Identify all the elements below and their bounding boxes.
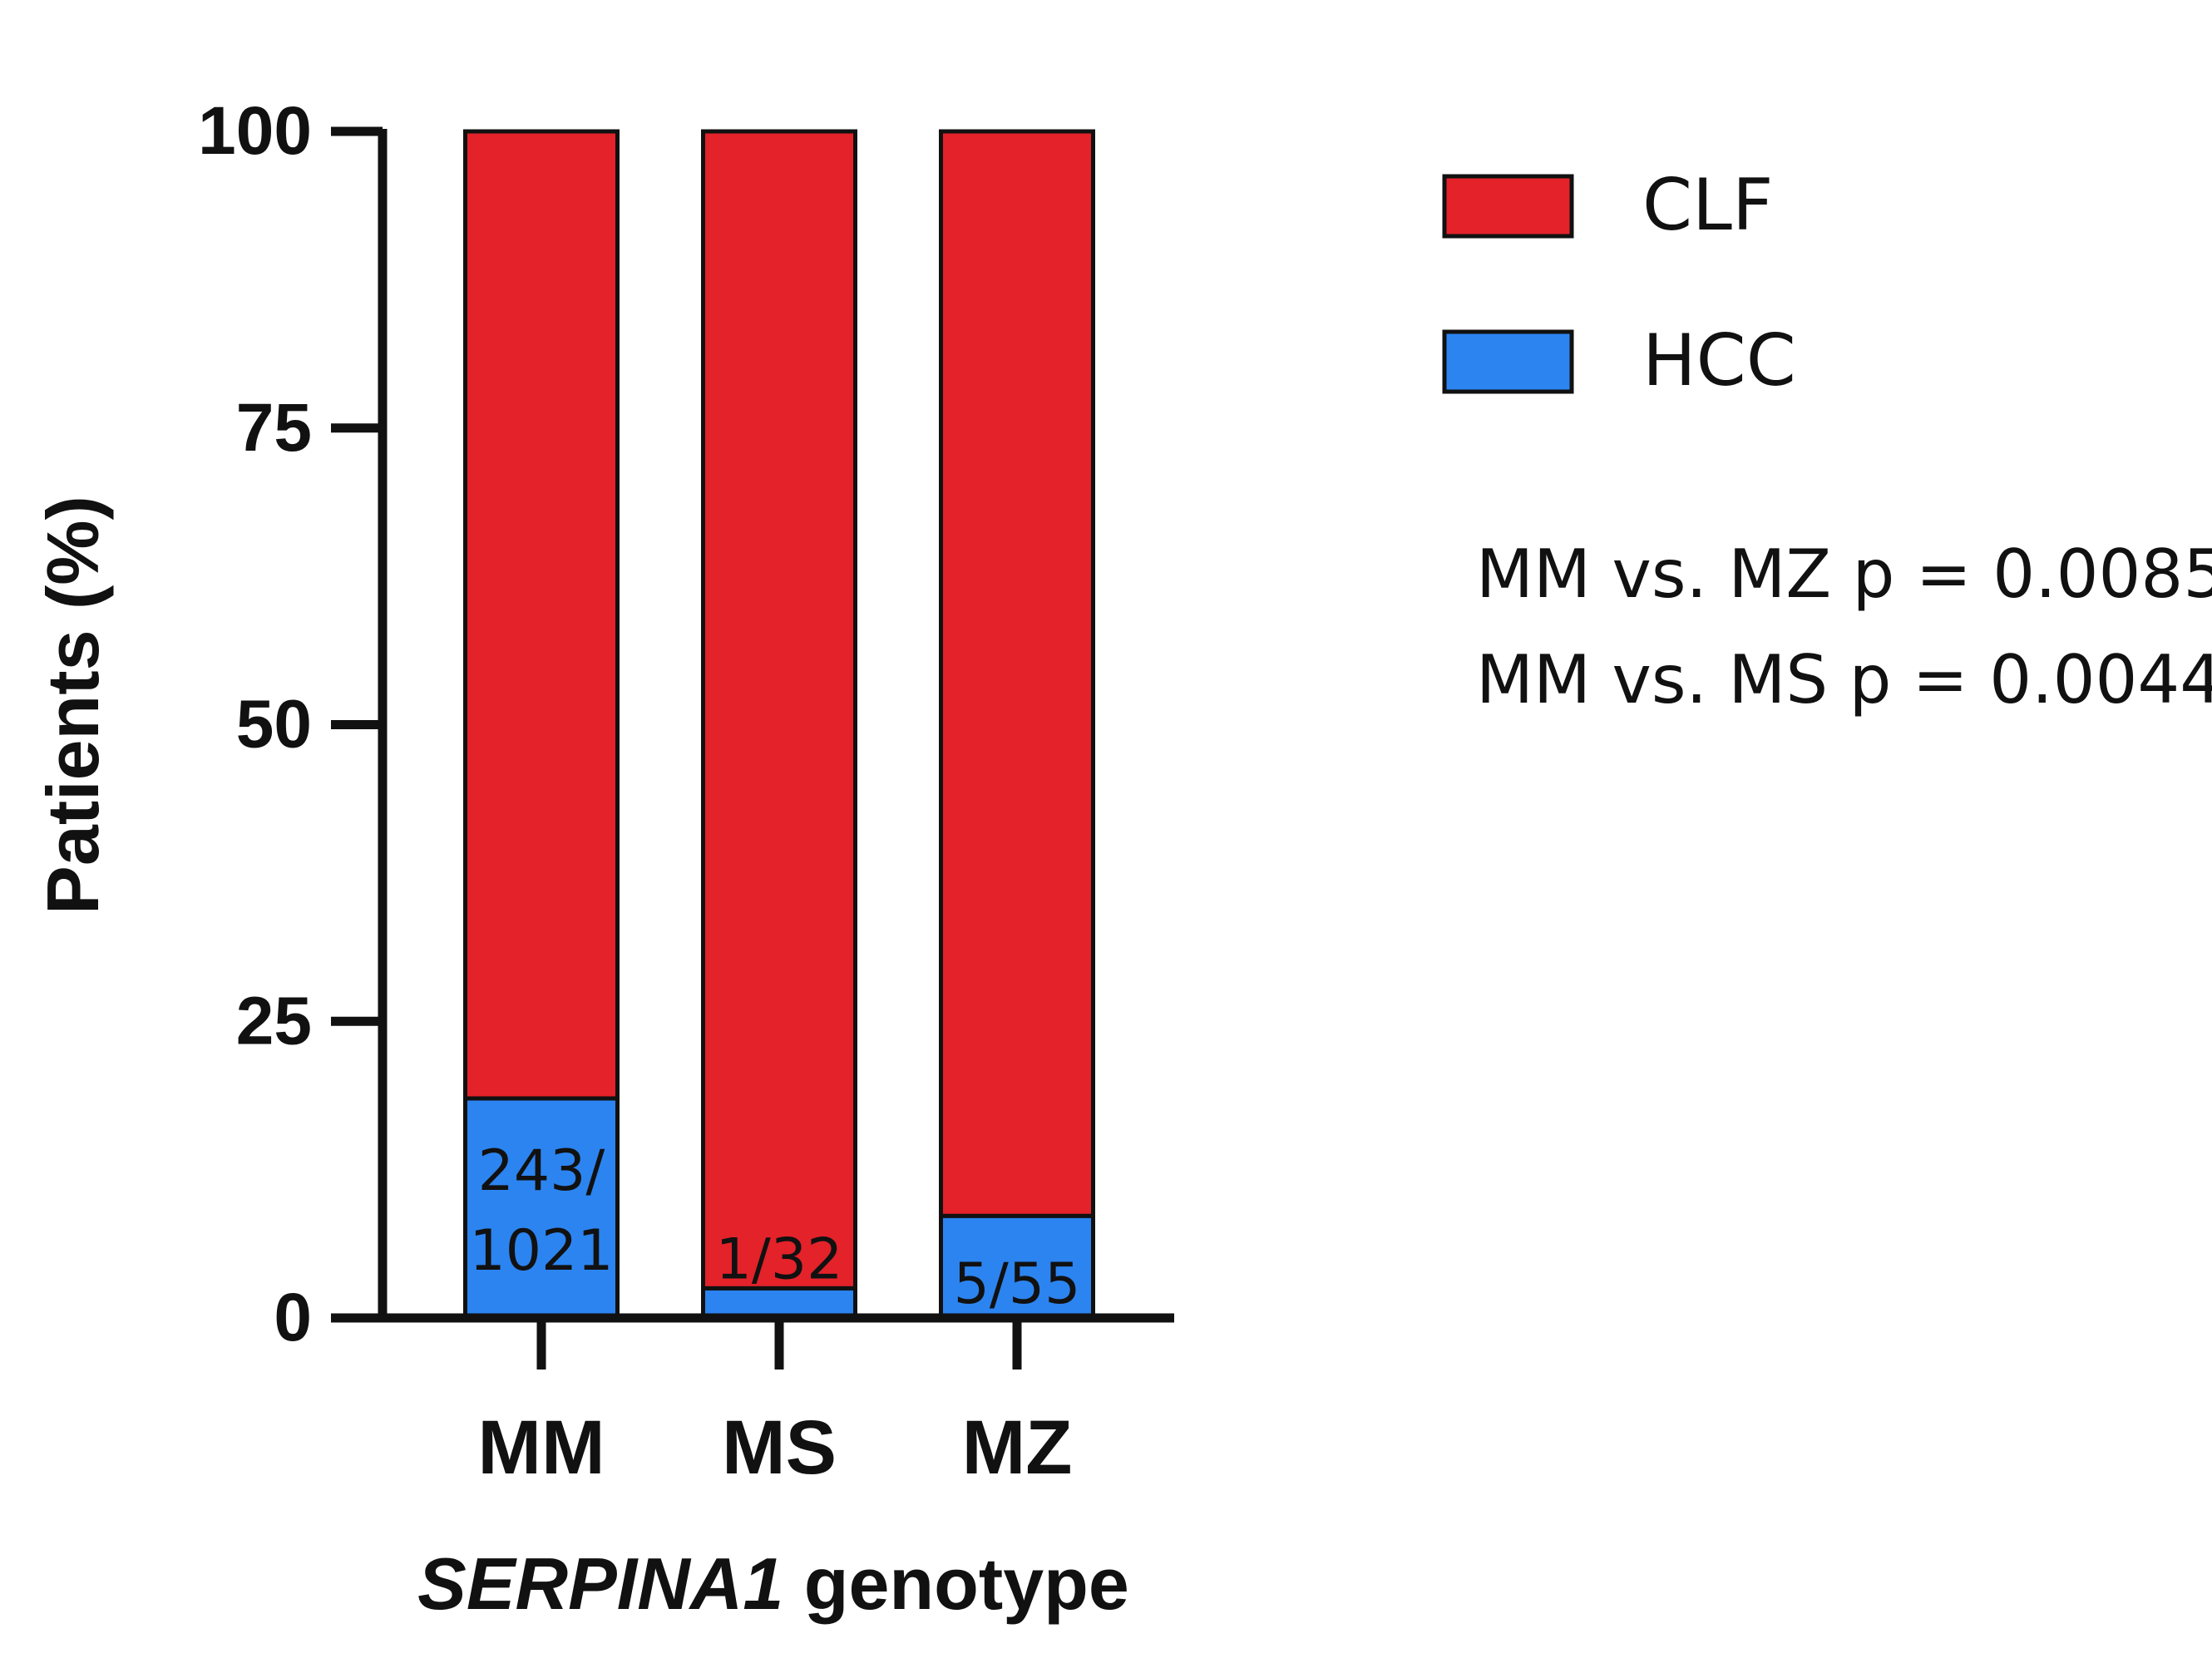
x-axis-title-suffix: genotype [783,1542,1129,1625]
stat-annotation: MM vs. MZ p = 0.0085 [1476,535,2212,613]
bars-layer [463,129,1095,1320]
labels-layer: 243/1021 1/32 5/55 [469,1138,1080,1317]
bar-count-label-ms: 1/32 [716,1226,843,1292]
y-tick-label: 50 [236,687,312,762]
y-tick-label: 0 [274,1280,312,1355]
axes-layer: 0 25 50 75 100 MM MS MZ Patients (%) SERPINA1 gen… [32,93,1174,1625]
y-tick-label: 25 [236,983,312,1059]
bar-count-label-mz: 5/55 [954,1251,1081,1317]
legend-swatch-hcc [1442,329,1574,394]
bar-count-label-mm: 243/ [478,1138,605,1204]
legend: CLF HCC [1442,164,1796,402]
bar-hcc-mm [463,1096,620,1320]
y-axis-title: Patients (%) [32,496,114,915]
bar-clf-mz [939,129,1095,1218]
bar-clf-ms [701,129,857,1291]
y-tick-label: 75 [236,390,312,466]
x-tick-label-ms: MS [722,1405,837,1490]
x-axis-title: SERPINA1 genotype [417,1542,1129,1625]
x-tick-label-mm: MM [477,1405,605,1490]
bar-count-label-mm: 1021 [469,1218,613,1284]
x-axis-title-gene: SERPINA1 [417,1542,783,1625]
y-tick-label: 100 [198,93,312,169]
legend-swatch-clf [1442,174,1574,239]
legend-label-hcc: HCC [1642,319,1796,402]
bar-clf-mm [463,129,620,1101]
legend-label-clf: CLF [1642,164,1773,247]
stat-annotation: MM vs. MS p = 0.0044 [1476,641,2212,718]
stats-annotations: MM vs. MZ p = 0.0085 MM vs. MS p = 0.0044 [1476,535,2212,718]
x-tick-label-mz: MZ [962,1405,1073,1490]
